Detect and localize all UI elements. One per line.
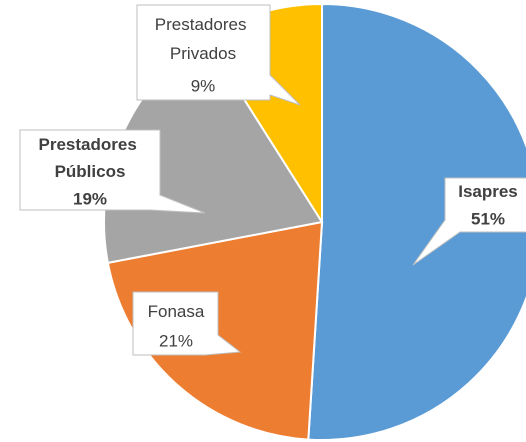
callout-box [412,177,526,266]
callout-box [19,129,206,214]
category-label-line: Prestadores [39,135,142,154]
category-label: Prestadores Privados [155,15,251,63]
value-label: 21% [159,331,193,350]
callout-box [136,4,301,106]
category-label: Fonasa [148,302,205,321]
pie-slice [307,2,526,441]
category-label: Prestadores Públicos [39,135,142,181]
value-label: 51% [471,209,505,228]
category-label-line: Públicos [55,162,126,181]
callout-box [132,291,242,356]
value-label: 19% [73,189,107,208]
category-label-line: Privados [170,44,236,63]
category-label-line: Fonasa [148,302,205,321]
category-label-line: Prestadores [155,15,251,34]
value-label: 9% [191,76,216,95]
category-label: Isapres [458,182,518,201]
category-label-line: Isapres [458,182,518,201]
